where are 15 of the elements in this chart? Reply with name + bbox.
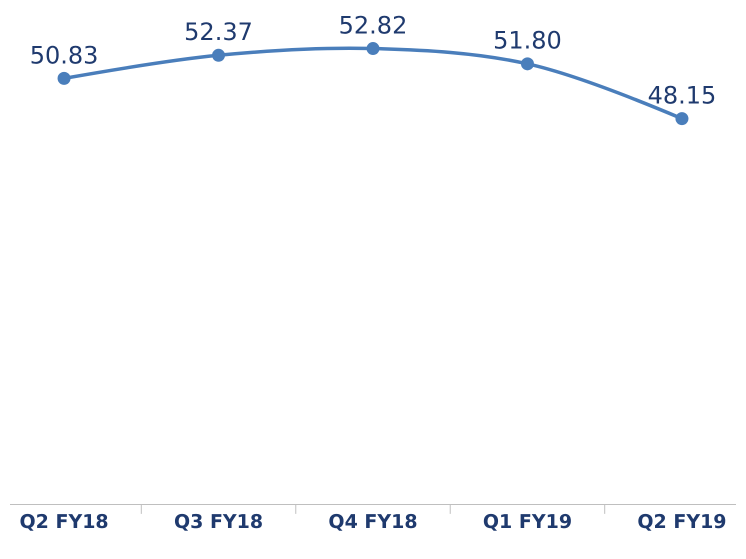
data-label: 52.82 [338, 11, 408, 40]
data-label: 52.37 [184, 18, 253, 46]
x-tick-label: Q1 FY19 [482, 510, 572, 533]
x-tick-label: Q2 FY18 [19, 510, 109, 533]
data-label: 50.83 [30, 41, 98, 70]
point [675, 112, 688, 126]
data-label: 51.80 [493, 26, 562, 55]
x-tick-label: Q4 FY18 [328, 510, 418, 533]
x-tick-label: Q3 FY18 [174, 510, 264, 533]
x-tick-label: Q2 FY19 [637, 510, 727, 533]
point [366, 42, 380, 56]
point [212, 48, 226, 62]
point [58, 72, 71, 85]
data-label: 48.15 [648, 81, 716, 110]
point [520, 57, 534, 70]
